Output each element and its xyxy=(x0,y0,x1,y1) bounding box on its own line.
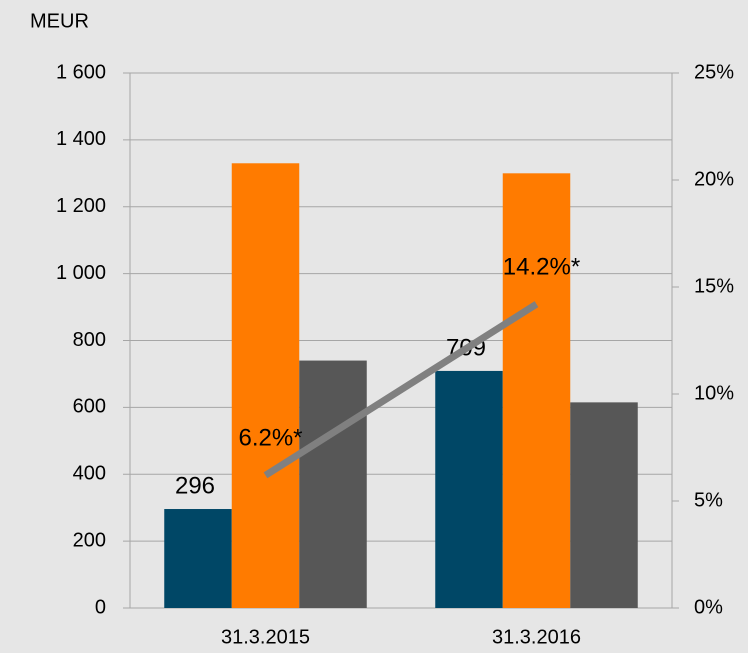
y-tick-label: 1 600 xyxy=(56,61,106,83)
line-label: 14.2%* xyxy=(503,253,580,280)
bar xyxy=(164,509,232,608)
bar xyxy=(231,163,300,608)
y-tick-label: 1 200 xyxy=(56,195,106,217)
y-tick-label: 200 xyxy=(73,529,106,551)
y-tick-label: 800 xyxy=(73,329,106,351)
bar xyxy=(502,173,571,608)
y-tick-label: 0 xyxy=(95,596,106,618)
x-tick-label: 31.3.2015 xyxy=(221,626,310,648)
bar xyxy=(570,402,638,608)
line-label: 6.2%* xyxy=(238,425,302,452)
x-tick-label: 31.3.2016 xyxy=(492,626,581,648)
y2-tick-label: 5% xyxy=(694,489,723,511)
y-tick-label: 1 400 xyxy=(56,128,106,150)
y2-tick-label: 10% xyxy=(694,382,734,404)
y2-tick-label: 15% xyxy=(694,275,734,297)
bar-label: 296 xyxy=(175,472,215,499)
y-tick-label: 400 xyxy=(73,463,106,485)
y2-tick-label: 20% xyxy=(694,168,734,190)
y2-tick-label: 0% xyxy=(694,596,723,618)
y2-tick-label: 25% xyxy=(694,61,734,83)
y-tick-label: 1 000 xyxy=(56,262,106,284)
bar xyxy=(299,360,367,608)
bar xyxy=(435,370,503,608)
y-tick-label: 600 xyxy=(73,396,106,418)
y-axis-label: MEUR xyxy=(30,10,89,32)
line xyxy=(263,301,539,479)
